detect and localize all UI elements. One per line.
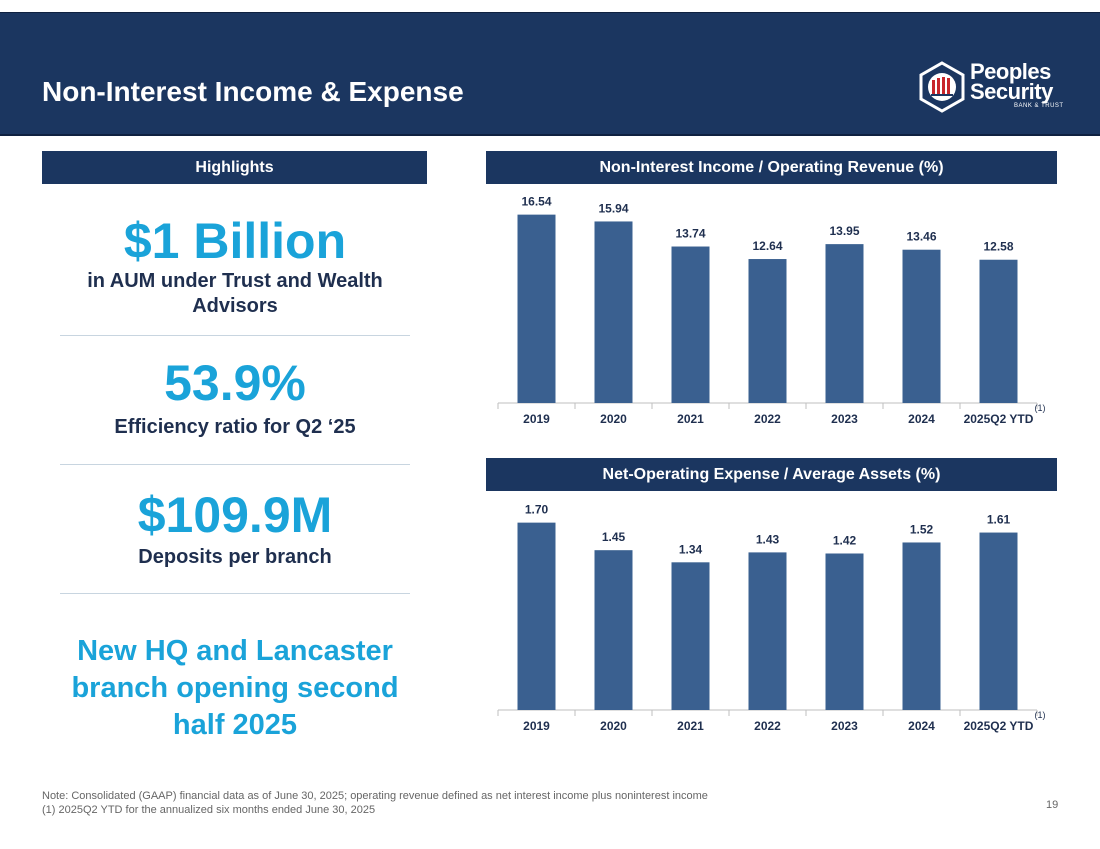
highlight-deposits-label: Deposits per branch xyxy=(138,546,332,568)
data-label: 13.95 xyxy=(829,224,859,238)
data-label: 13.46 xyxy=(906,230,936,244)
footnote-note: Note: Consolidated (GAAP) financial data… xyxy=(42,790,708,802)
highlights-heading: Highlights xyxy=(42,151,427,184)
x-tick-label: 2023 xyxy=(831,412,858,426)
bar-2020 xyxy=(594,221,633,403)
x-tick-label: 2025Q2 YTD xyxy=(964,412,1034,426)
data-label: 16.54 xyxy=(521,195,551,209)
x-tick-label: 2021 xyxy=(677,412,704,426)
logo-text-security: Security xyxy=(970,79,1053,104)
bar-2019 xyxy=(517,522,556,710)
logo: Peoples Security BANK & TRUST xyxy=(918,61,1078,113)
data-label: 12.64 xyxy=(752,239,782,253)
x-tick-label: 2021 xyxy=(677,719,704,733)
x-tick-label: 2025Q2 YTD xyxy=(964,719,1034,733)
x-tick-label: 2019 xyxy=(523,412,550,426)
chart1-heading: Non-Interest Income / Operating Revenue … xyxy=(486,151,1057,184)
bar-2022 xyxy=(748,552,787,710)
data-label: 1.52 xyxy=(910,522,934,536)
bar-2023 xyxy=(825,244,864,403)
x-tick-label: 2019 xyxy=(523,719,550,733)
footnote-marker: (1) xyxy=(1035,403,1046,413)
x-tick-label: 2020 xyxy=(600,412,627,426)
logo-text-peoples: Peoples xyxy=(970,59,1051,84)
highlight-aum-value: $1 Billion xyxy=(123,213,347,269)
logo-text-bank-trust: BANK & TRUST xyxy=(1014,103,1064,109)
bar-2024 xyxy=(902,249,941,403)
divider xyxy=(60,335,410,336)
footnote-1: (1) 2025Q2 YTD for the annualized six mo… xyxy=(42,804,376,816)
x-tick-label: 2022 xyxy=(754,719,781,733)
promo-text: New HQ and Lancaster branch opening seco… xyxy=(71,635,399,741)
x-tick-label: 2022 xyxy=(754,412,781,426)
footnote-marker: (1) xyxy=(1035,710,1046,720)
data-label: 1.45 xyxy=(602,530,626,544)
divider xyxy=(60,593,410,594)
bar-2021 xyxy=(671,562,710,710)
bar-2021 xyxy=(671,246,710,403)
data-label: 13.74 xyxy=(675,227,705,241)
data-label: 1.42 xyxy=(833,533,857,547)
bar-2025q2-ytd xyxy=(979,532,1018,710)
x-tick-label: 2024 xyxy=(908,719,935,733)
highlight-deposits-value: $109.9M xyxy=(137,487,333,543)
data-label: 1.43 xyxy=(756,532,780,546)
highlight-efficiency-value: 53.9% xyxy=(164,355,306,411)
x-tick-label: 2020 xyxy=(600,719,627,733)
bar-2024 xyxy=(902,542,941,710)
x-tick-label: 2023 xyxy=(831,719,858,733)
chart-expense-ratio: 1.70 2019 1.45 2020 1.34 2021 1.43 2022 1.42 2023… xyxy=(497,503,1046,733)
bar-2019 xyxy=(517,214,556,403)
highlight-efficiency-label: Efficiency ratio for Q2 ‘25 xyxy=(114,416,356,438)
highlight-aum: $1 Billion in AUM under Trust and Wealth… xyxy=(60,213,410,319)
data-label: 15.94 xyxy=(598,201,628,215)
x-tick-label: 2024 xyxy=(908,412,935,426)
data-label: 1.61 xyxy=(987,513,1011,527)
logo-icon xyxy=(919,61,965,113)
highlight-deposits: $109.9M Deposits per branch xyxy=(60,487,410,570)
data-label: 12.58 xyxy=(983,240,1013,254)
page-title: Non-Interest Income & Expense xyxy=(42,76,464,107)
data-label: 1.70 xyxy=(525,503,549,517)
chart2-heading: Net-Operating Expense / Average Assets (… xyxy=(486,458,1057,491)
page-number: 19 xyxy=(1046,799,1059,811)
bar-2025q2-ytd xyxy=(979,259,1018,403)
bar-2022 xyxy=(748,259,787,403)
divider xyxy=(60,464,410,465)
data-label: 1.34 xyxy=(679,542,703,556)
highlight-aum-label: in AUM under Trust and Wealth Advisors xyxy=(87,270,383,317)
chart-income-ratio: 16.54 2019 15.94 2020 13.74 2021 12.64 2022 13.9… xyxy=(497,195,1046,426)
highlight-efficiency: 53.9% Efficiency ratio for Q2 ‘25 xyxy=(60,355,410,440)
header-bar: Non-Interest Income & Expense Peoples Se… xyxy=(0,12,1100,136)
bar-2023 xyxy=(825,553,864,710)
bar-2020 xyxy=(594,550,633,710)
